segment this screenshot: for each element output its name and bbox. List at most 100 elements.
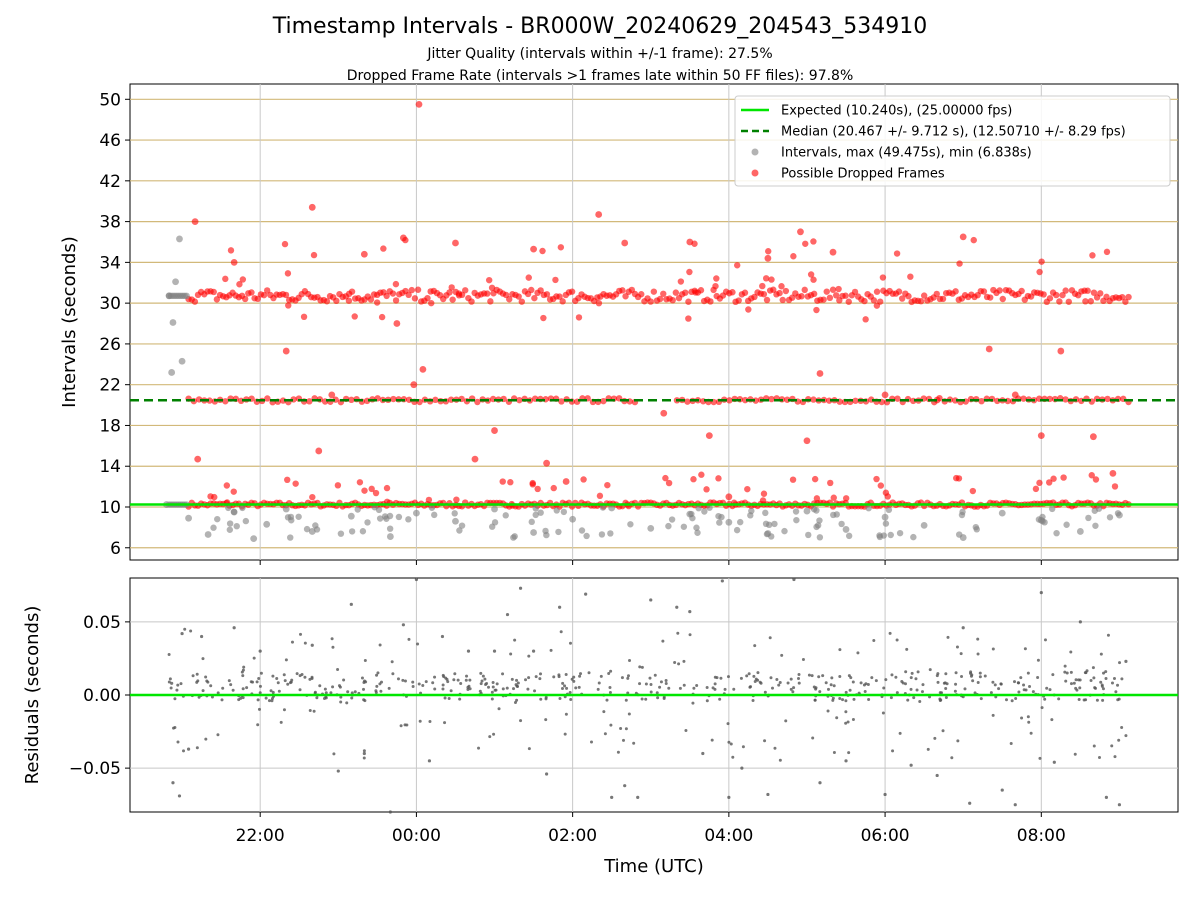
dropped-frame-point — [790, 253, 797, 260]
residual-point — [286, 682, 290, 686]
residual-point — [954, 682, 958, 686]
residual-point — [745, 674, 749, 678]
interval-point — [428, 504, 436, 511]
band-point — [367, 296, 375, 303]
interval-point — [250, 535, 258, 542]
y-tick-label: −0.05 — [69, 759, 121, 779]
residual-point — [968, 801, 972, 805]
residual-point — [173, 697, 177, 701]
residual-point — [390, 660, 394, 664]
residual-point — [851, 718, 855, 722]
residual-point — [258, 649, 262, 653]
residual-point — [1099, 680, 1103, 684]
residual-point — [171, 781, 175, 785]
interval-point — [555, 528, 562, 536]
residual-point — [578, 674, 582, 678]
residual-point — [1104, 677, 1108, 681]
residual-point — [227, 679, 231, 683]
band-point — [1040, 291, 1047, 298]
residual-point — [484, 683, 488, 687]
band-point — [260, 291, 268, 299]
residual-point — [231, 688, 235, 692]
legend-expected-label: Expected (10.240s), (25.00000 fps) — [781, 104, 1012, 119]
interval-point — [665, 522, 672, 530]
interval-point — [528, 518, 535, 526]
dropped-frame-point — [802, 240, 809, 247]
residual-point — [1043, 638, 1047, 642]
residual-point — [256, 698, 260, 702]
residual-point — [339, 695, 343, 699]
interval-point — [973, 526, 980, 533]
band-point — [682, 289, 689, 296]
dropped-frame-point — [595, 299, 603, 307]
residual-point — [183, 627, 187, 631]
interval-point — [532, 511, 539, 519]
residual-point — [691, 701, 695, 705]
residual-point — [510, 677, 514, 681]
band-point — [1122, 298, 1129, 305]
residual-point — [866, 682, 870, 686]
residual-point — [376, 671, 380, 675]
dropped-frame-point — [222, 275, 229, 283]
residual-point — [926, 747, 930, 751]
dropped-frame-point — [778, 283, 785, 290]
y-tick-label: 34 — [99, 253, 121, 273]
dropped-frame-point — [368, 485, 375, 493]
residual-point — [786, 681, 790, 685]
residual-point — [769, 676, 773, 680]
residual-point — [983, 674, 987, 678]
interval-point — [607, 530, 614, 537]
residual-point — [336, 668, 340, 672]
dropped-frame-point — [862, 316, 869, 323]
intervals-plot-frame — [129, 83, 1179, 561]
residual-point — [751, 699, 755, 703]
residual-point — [179, 682, 183, 686]
residual-point — [375, 684, 379, 688]
residual-point — [659, 680, 663, 684]
residual-point — [505, 612, 510, 617]
dropped-frame-point — [970, 236, 977, 244]
residual-point — [682, 659, 686, 663]
residual-point — [623, 784, 627, 788]
residual-point — [826, 687, 830, 691]
dropped-frame-point — [810, 238, 817, 245]
residual-point — [271, 690, 275, 694]
residual-point — [888, 631, 892, 635]
residual-point — [884, 678, 888, 682]
interval-point — [242, 517, 250, 525]
dropped-frame-point — [284, 270, 292, 277]
dropped-frame-point — [191, 218, 199, 226]
residual-point — [944, 672, 948, 676]
residual-point — [315, 696, 319, 700]
residual-point — [621, 738, 625, 742]
residual-point — [677, 662, 681, 666]
band-point — [735, 297, 742, 304]
residual-point — [458, 697, 462, 701]
y-tick: 10 — [99, 498, 130, 518]
residual-point — [726, 675, 730, 679]
residual-point — [1095, 698, 1099, 702]
residual-point — [870, 676, 874, 680]
residual-point — [411, 685, 415, 689]
dropped-frame-point — [807, 271, 815, 278]
residual-point — [955, 645, 959, 649]
interval-point — [762, 509, 769, 517]
band-point — [516, 396, 523, 404]
residual-point — [1099, 652, 1103, 656]
residual-point — [610, 795, 614, 799]
residual-point — [921, 683, 925, 687]
band-point — [348, 396, 355, 404]
residual-point — [624, 698, 628, 702]
band-point — [741, 289, 749, 296]
dropped-frame-point — [1111, 483, 1119, 490]
x-tick: 02:00 — [548, 560, 597, 846]
residual-point — [459, 681, 463, 685]
band-point — [446, 289, 453, 296]
residual-point — [560, 687, 564, 691]
residual-point — [201, 689, 205, 693]
interval-point — [347, 512, 355, 520]
dropped-frame-point — [1046, 479, 1053, 486]
residual-point — [881, 711, 885, 715]
residual-point — [942, 681, 946, 685]
dropped-frame-point — [1011, 391, 1019, 399]
